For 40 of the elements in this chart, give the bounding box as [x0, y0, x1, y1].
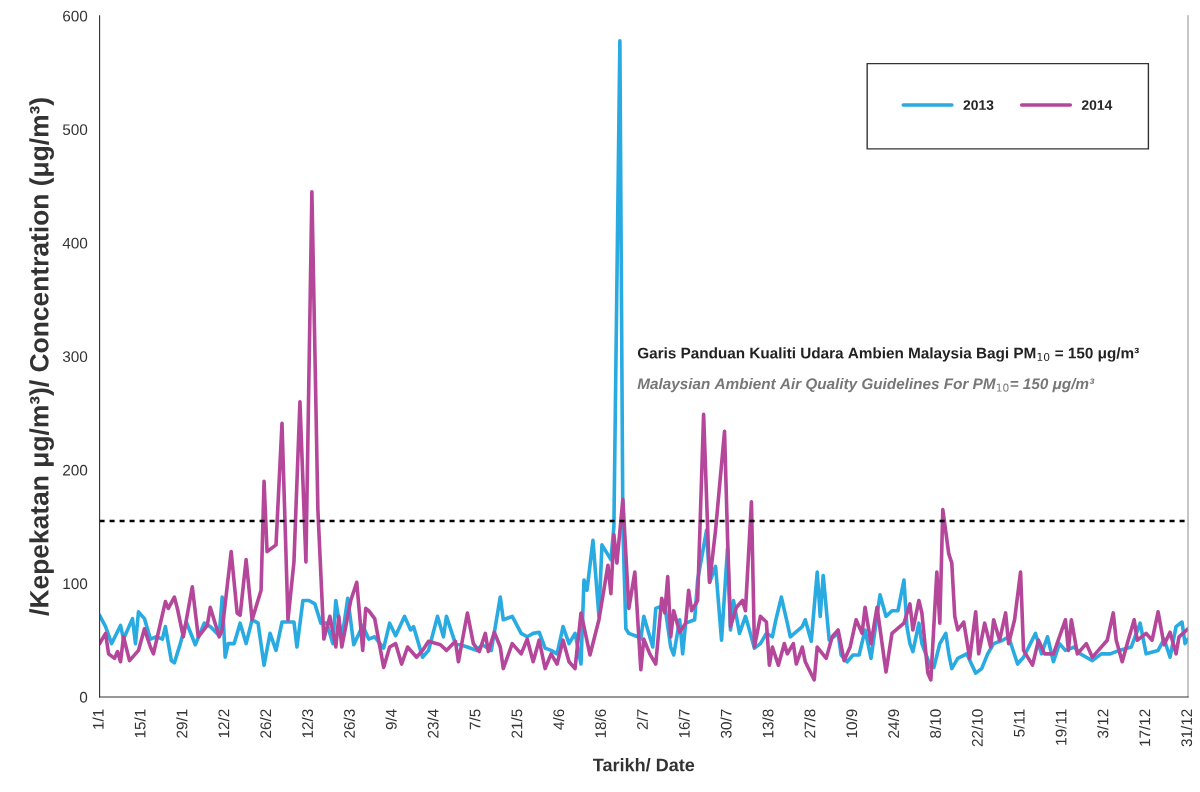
x-tick-label: 19/11 [1055, 709, 1067, 745]
x-tick-label: 1/1 [92, 709, 104, 729]
x-tick-label: 29/1 [176, 709, 188, 738]
x-tick-label: 7/5 [469, 709, 481, 730]
y-axis-title: /Kepekatan μg/m³)/ Concentration (μg/m³) [29, 98, 54, 616]
x-tick-label: 26/3 [343, 709, 355, 738]
x-tick-label: 8/10 [929, 709, 941, 738]
x-tick-label: 2/7 [636, 709, 648, 730]
x-tick-label: 30/7 [720, 709, 732, 738]
x-tick-label: 15/1 [134, 709, 146, 738]
x-tick-label: 18/6 [594, 709, 607, 738]
x-tick-label: 12/3 [301, 709, 314, 738]
annotation: Malaysian Ambient Air Quality Guidelines For PM$_{10}$= 150 μg/m³ [637, 377, 1095, 393]
x-tick-label: 22/10 [971, 709, 983, 747]
x-tick-label: 27/8 [804, 709, 816, 738]
x-tick-label: 10/9 [845, 709, 858, 738]
y-tick-label: 200 [63, 464, 88, 476]
legend-label: 2013 [963, 100, 994, 110]
y-tick-label: 500 [62, 124, 88, 136]
y-tick-label: 300 [62, 351, 88, 363]
x-tick-label: 16/7 [678, 709, 690, 738]
x-tick-label: 24/9 [887, 709, 900, 738]
x-tick-label: 31/12 [1180, 709, 1193, 747]
legend-label: 2014 [1081, 100, 1113, 110]
x-tick-label: 21/5 [511, 709, 523, 738]
y-tick-label: 400 [62, 237, 88, 249]
x-tick-label: 4/6 [552, 709, 565, 730]
y-tick-label: 600 [63, 10, 88, 22]
x-tick-label: 17/12 [1139, 709, 1151, 746]
x-tick-label: 13/8 [762, 709, 774, 738]
y-tick-label: 0 [79, 691, 88, 703]
x-tick-label: 26/2 [259, 709, 272, 738]
x-tick-label: 23/4 [427, 709, 439, 738]
x-tick-label: 3/12 [1097, 709, 1109, 738]
x-tick-label: 9/4 [385, 709, 397, 730]
x-tick-label: 5/11 [1013, 709, 1025, 737]
annotation: Garis Panduan Kualiti Udara Ambien Malaysia Bagi PM$_{10}$ = 150 μg/m³ [637, 347, 1139, 362]
x-tick-label: 12/2 [218, 709, 230, 738]
y-tick-label: 100 [63, 578, 88, 590]
x-axis-title: Tarikh/ Date [593, 758, 695, 772]
